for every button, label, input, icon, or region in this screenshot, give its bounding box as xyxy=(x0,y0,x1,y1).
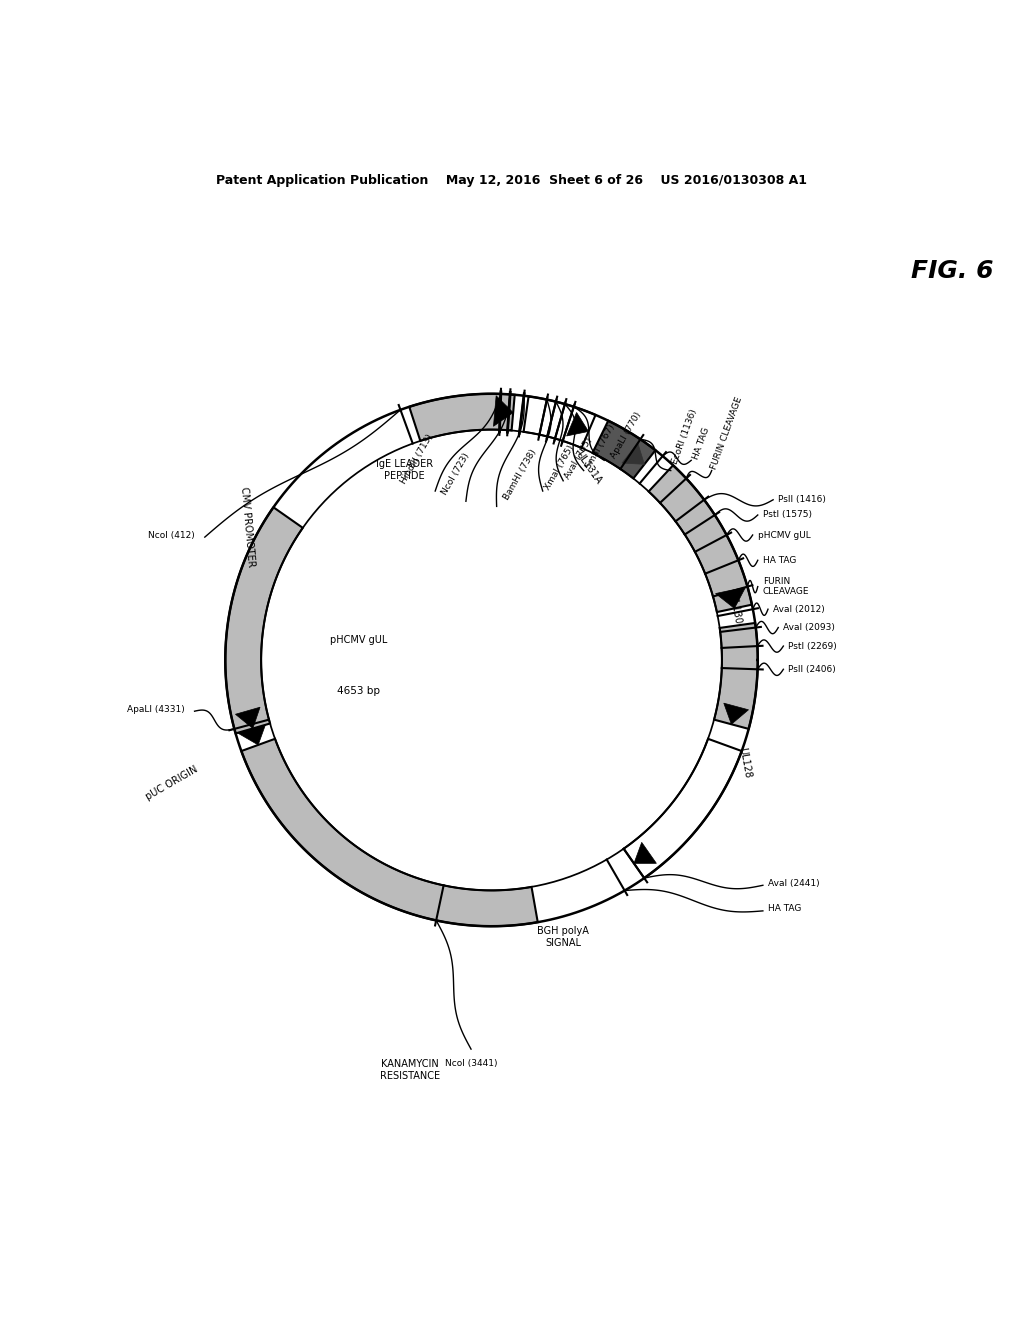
Text: NcoI (723): NcoI (723) xyxy=(440,451,471,496)
Polygon shape xyxy=(566,412,589,436)
Text: SmaI (767): SmaI (767) xyxy=(584,422,616,470)
Text: UL131A: UL131A xyxy=(573,449,603,486)
Text: PstI (1575): PstI (1575) xyxy=(763,511,812,520)
Text: HA TAG: HA TAG xyxy=(763,556,797,565)
Text: pHCMV gUL: pHCMV gUL xyxy=(330,635,387,644)
Polygon shape xyxy=(523,396,596,447)
Text: PsII (2406): PsII (2406) xyxy=(788,665,837,673)
Polygon shape xyxy=(494,396,513,426)
Text: BGH polyA
SIGNAL: BGH polyA SIGNAL xyxy=(538,927,589,948)
Text: FIG. 6: FIG. 6 xyxy=(911,259,993,282)
Text: KANAMYCIN
RESISTANCE: KANAMYCIN RESISTANCE xyxy=(380,1060,439,1081)
Text: IgE LEADER
PEPTIDE: IgE LEADER PEPTIDE xyxy=(376,459,433,480)
Polygon shape xyxy=(410,393,515,441)
Text: Patent Application Publication    May 12, 2016  Sheet 6 of 26    US 2016/0130308: Patent Application Publication May 12, 2… xyxy=(216,174,808,186)
Polygon shape xyxy=(593,421,655,478)
Polygon shape xyxy=(622,444,644,465)
Text: AvaI (2093): AvaI (2093) xyxy=(783,623,836,632)
Text: HA TAG: HA TAG xyxy=(691,426,711,461)
Text: FURIN
CLEAVAGE: FURIN CLEAVAGE xyxy=(763,577,809,597)
Text: PstI (2269): PstI (2269) xyxy=(788,642,838,651)
Text: CMV PROMOTER: CMV PROMOTER xyxy=(239,486,256,568)
Polygon shape xyxy=(624,739,741,878)
Text: pHCMV gUL: pHCMV gUL xyxy=(758,531,811,540)
Text: EcoRI (1136): EcoRI (1136) xyxy=(671,408,699,466)
Text: AvaI (2012): AvaI (2012) xyxy=(773,605,825,614)
Text: ApaLI (770): ApaLI (770) xyxy=(609,411,643,461)
Text: NcoI (412): NcoI (412) xyxy=(147,531,195,540)
Text: AvaI (2441): AvaI (2441) xyxy=(768,879,819,888)
Text: 4653 bp: 4653 bp xyxy=(337,685,380,696)
Polygon shape xyxy=(242,739,538,927)
Polygon shape xyxy=(236,708,260,729)
Polygon shape xyxy=(634,842,656,863)
Text: PsII (1416): PsII (1416) xyxy=(778,495,826,504)
Text: HA TAG: HA TAG xyxy=(768,904,802,913)
Text: BamHI (738): BamHI (738) xyxy=(502,447,538,502)
Text: UL130: UL130 xyxy=(727,593,742,624)
Text: pUC ORIGIN: pUC ORIGIN xyxy=(144,764,200,801)
Text: ApaLI (4331): ApaLI (4331) xyxy=(127,705,184,714)
Text: NcoI (3441): NcoI (3441) xyxy=(444,1060,498,1068)
Text: XmaI (765): XmaI (765) xyxy=(543,444,575,491)
Polygon shape xyxy=(238,722,266,744)
Polygon shape xyxy=(648,465,752,612)
Polygon shape xyxy=(225,507,303,734)
Text: AvaI (765): AvaI (765) xyxy=(563,436,594,480)
Polygon shape xyxy=(714,623,758,729)
Text: UL128: UL128 xyxy=(737,746,753,779)
Polygon shape xyxy=(724,704,749,725)
Text: FURIN CLEAVAGE: FURIN CLEAVAGE xyxy=(710,396,744,470)
Polygon shape xyxy=(716,587,745,609)
Text: HindIII (713): HindIII (713) xyxy=(399,433,435,486)
